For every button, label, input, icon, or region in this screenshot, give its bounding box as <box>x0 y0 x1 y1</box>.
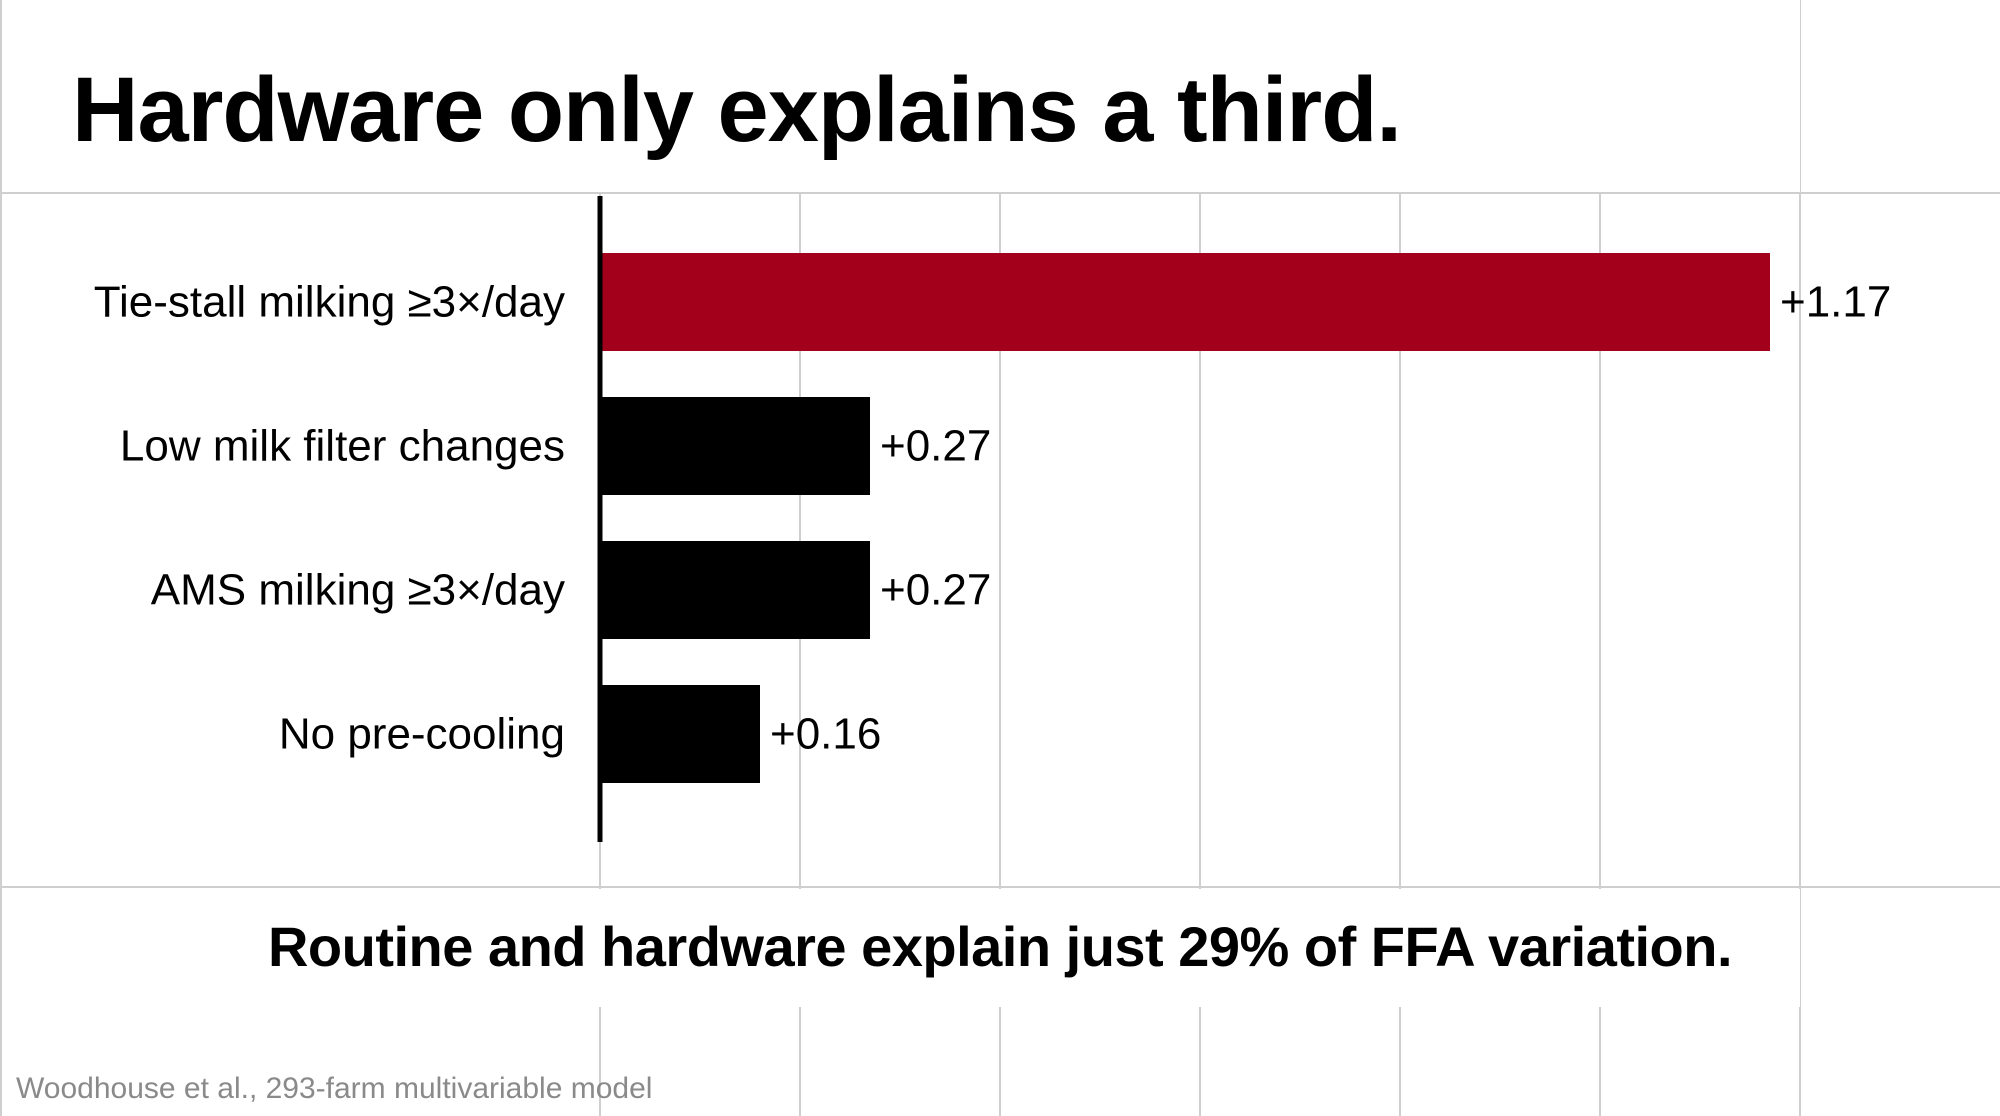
bar-2 <box>600 541 870 639</box>
source-note: Woodhouse et al., 293-farm multivariable… <box>16 1072 653 1105</box>
footer-band <box>0 889 1800 1007</box>
value-label: +0.27 <box>880 566 991 615</box>
chart-subtitle: Routine and hardware explain just 29% of… <box>267 915 1733 978</box>
gridline <box>1799 0 1801 1116</box>
gridline <box>1599 0 1601 1116</box>
category-label: Tie-stall milking ≥3×/day <box>94 278 565 327</box>
value-label: +0.27 <box>880 422 991 471</box>
gridline <box>999 0 1001 1116</box>
bar-1 <box>600 397 870 495</box>
title-divider <box>0 192 2000 194</box>
gridline <box>1399 0 1401 1116</box>
category-label: No pre-cooling <box>279 710 565 759</box>
category-label: AMS milking ≥3×/day <box>151 566 565 615</box>
page-title: Hardware only explains a third. <box>72 59 1402 161</box>
value-label: +1.17 <box>1780 278 1891 327</box>
title-band <box>0 0 1800 193</box>
gridline <box>1199 0 1201 1116</box>
value-label: +0.16 <box>770 710 881 759</box>
bar-0 <box>600 253 1770 351</box>
bar-3 <box>600 685 760 783</box>
footer-divider <box>0 886 2000 888</box>
category-label: Low milk filter changes <box>120 422 565 471</box>
left-border <box>0 0 2 1116</box>
